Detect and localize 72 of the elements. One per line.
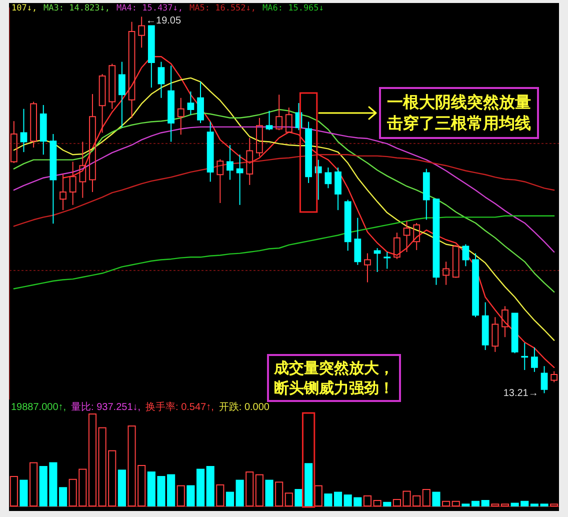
candlestick <box>521 342 528 370</box>
candlestick <box>502 306 508 338</box>
bar <box>550 504 558 506</box>
annotation: ←19.05 <box>146 16 182 27</box>
annotation: 成交量突然放大，断头铡威力强劲！ <box>273 359 394 397</box>
bar <box>500 504 510 506</box>
bar <box>20 480 28 506</box>
bar <box>88 414 97 506</box>
candlestick <box>492 316 499 352</box>
bar <box>284 492 293 506</box>
candlestick <box>403 220 410 252</box>
candlestick <box>128 21 136 118</box>
candlestick <box>60 173 66 211</box>
bar <box>334 492 342 506</box>
candlestick <box>354 217 362 266</box>
text: MA4: 15.437↓, <box>116 3 184 14</box>
bar <box>481 500 490 506</box>
bar <box>442 500 450 506</box>
bar <box>324 494 332 506</box>
annotation: 13.21→ <box>503 388 538 400</box>
annotation: 一根大阴线突然放量击穿了三根常用均线 <box>386 92 531 132</box>
candlestick <box>20 108 28 153</box>
candlestick <box>226 144 234 180</box>
bar <box>196 468 205 506</box>
candlestick <box>79 141 86 198</box>
bar <box>10 476 18 506</box>
text: MA5: 16.552↓, <box>190 3 256 14</box>
bar <box>275 482 284 506</box>
candlestick <box>118 61 126 128</box>
bar <box>118 470 126 506</box>
bar <box>373 500 382 506</box>
text: 107↓, <box>12 3 38 14</box>
text: 19887.000↑, <box>11 402 66 413</box>
bar <box>432 492 440 506</box>
candlestick <box>50 134 57 224</box>
bar <box>383 502 392 506</box>
text: MA3: 14.823↓, <box>44 3 110 14</box>
text: 换手率: 0.547↑, <box>146 401 214 413</box>
candlestick <box>246 137 254 186</box>
bar <box>216 484 224 506</box>
bar <box>186 485 195 506</box>
candlestick <box>236 154 244 206</box>
bar <box>265 480 274 506</box>
bar <box>206 466 214 506</box>
bar <box>226 492 234 506</box>
bar <box>314 485 322 506</box>
bar <box>246 471 254 506</box>
candlestick <box>138 16 146 48</box>
candlestick <box>40 104 47 156</box>
bar <box>471 500 480 506</box>
candlestick <box>305 121 312 184</box>
bar <box>452 500 460 506</box>
candlestick <box>206 121 214 182</box>
text: MA6: 15.965↓ <box>262 3 324 14</box>
text: 开跌: 0.000 <box>218 401 270 413</box>
bar <box>304 463 313 506</box>
bar <box>422 488 430 506</box>
bar <box>58 487 68 506</box>
candlestick <box>168 65 174 142</box>
bar <box>491 504 500 506</box>
candlestick <box>442 261 450 286</box>
candlestick <box>177 97 184 136</box>
candlestick <box>69 161 76 206</box>
text: 量比: 937.251↓, <box>71 401 141 413</box>
candlestick <box>256 117 263 158</box>
bar <box>236 480 244 506</box>
bar <box>294 488 303 506</box>
bar <box>363 495 372 506</box>
bar <box>30 462 38 506</box>
bar <box>176 485 185 506</box>
candlestick <box>89 94 96 193</box>
bar <box>255 474 264 506</box>
